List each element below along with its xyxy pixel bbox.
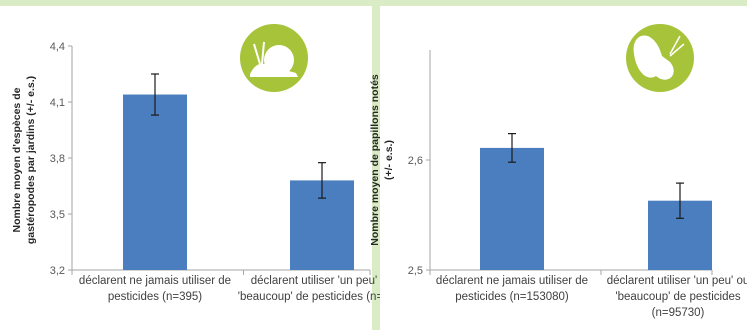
x-category-label: déclarent utiliser 'un peu' ou'beaucoup'… [238, 275, 407, 303]
y-tick-label: 2,6 [408, 155, 423, 167]
chart-panel-2: 2,5 2,6 déclarent ne jamais utiliser de pes… [369, 6, 747, 330]
x-category-label: déclarent ne jamais utiliser de pesticide… [436, 275, 588, 303]
error-bar-2 [318, 162, 326, 199]
y-tick-label: 3,5 [50, 209, 65, 221]
y-tick-label: 3,8 [50, 153, 65, 165]
chart-panel-1: 3,2 3,5 3,8 4,1 4,4 déclarent ne jamais utili… [0, 6, 406, 330]
y-tick-label: 3,2 [50, 265, 65, 277]
y-tick-label: 4,4 [50, 41, 65, 53]
x-category-label: déclarent ne jamais utiliser de pesticide… [79, 275, 231, 303]
error-bar-2 [676, 182, 684, 219]
y-axis-title: Nombre moyen de papillons notés [369, 74, 381, 246]
error-bar-1 [151, 73, 159, 116]
bar-1 [480, 147, 544, 270]
x-category-label: déclarent utiliser 'un peu' ou'beaucoup'… [607, 275, 747, 319]
snail-icon [236, 7, 312, 109]
y-tick-label: 2,5 [408, 265, 423, 277]
y-tick-label: 4,1 [50, 97, 65, 109]
y-axis-title: Nombre moyen d'espèces de [11, 87, 23, 232]
butterfly-icon [622, 7, 698, 109]
bar-1 [123, 94, 187, 271]
y-axis-title: gastéropodes par jardins (+/- e.s.) [25, 76, 37, 244]
error-bar-1 [508, 133, 516, 163]
y-axis-title: (+/- e.s.) [383, 140, 395, 180]
